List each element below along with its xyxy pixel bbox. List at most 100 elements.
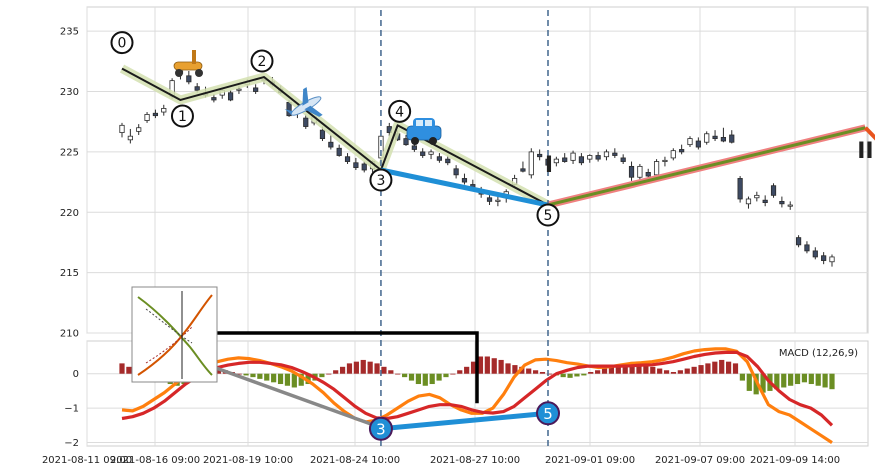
x-tick-label: 2021-09-07 09:00 <box>655 455 745 466</box>
wave-label-circle <box>388 99 412 123</box>
candle-body <box>353 162 359 168</box>
car-wheel <box>429 137 437 145</box>
candle-body <box>361 163 367 171</box>
y-tick-label: 210 <box>60 329 79 340</box>
x-tick-label: 2021-08-24 10:00 <box>310 455 400 466</box>
macd-histogram-bar <box>264 373 270 381</box>
macd-histogram-bar <box>698 365 704 374</box>
candle-body <box>194 86 200 91</box>
macd-marker-label: 3 <box>376 420 386 438</box>
candle-body <box>186 75 192 83</box>
candle-body <box>704 133 710 143</box>
candle-body <box>420 151 426 156</box>
thumbnail-curve <box>145 326 193 364</box>
macd-histogram-bar <box>215 370 222 374</box>
scooter-body <box>173 61 203 71</box>
macd-histogram-bar <box>636 363 642 374</box>
candle-body <box>253 87 259 92</box>
candle-body <box>520 168 526 172</box>
macd-histogram-bar <box>739 373 745 381</box>
macd-histogram-bar <box>443 373 449 378</box>
candle-body <box>136 127 142 132</box>
macd-histogram-bar <box>319 373 325 378</box>
macd-histogram-bar <box>119 363 125 374</box>
macd-histogram-bar <box>601 368 608 374</box>
macd-histogram-bar <box>719 359 725 374</box>
macd-histogram-bar <box>657 368 663 374</box>
candle-body <box>662 159 668 162</box>
macd-histogram-bar <box>567 373 573 378</box>
candle-body <box>486 197 493 202</box>
candle-body <box>720 136 727 142</box>
candle-body <box>779 200 785 205</box>
macd-histogram-bar <box>801 373 808 383</box>
macd-3-to-5-line <box>380 410 549 432</box>
macd-histogram-bar <box>760 373 766 393</box>
wave3-to-wave5-line <box>380 167 549 208</box>
macd-histogram-bar <box>388 370 394 374</box>
thumbnail-curve <box>137 294 213 376</box>
candle-body <box>578 156 585 164</box>
macd-histogram-bar <box>808 373 814 385</box>
candle-body <box>144 114 150 121</box>
candle-body <box>620 157 626 162</box>
candle-body <box>553 158 559 164</box>
roman-label: I <box>545 153 553 178</box>
wave-highlight <box>119 64 551 209</box>
macd-marker-circle <box>368 416 393 441</box>
candle-body <box>570 152 576 161</box>
candle-body <box>745 198 752 205</box>
candle-body <box>770 185 777 196</box>
macd-histogram-bar <box>126 366 132 374</box>
macd-histogram-bar <box>333 370 339 374</box>
macd-histogram-bar <box>284 373 291 386</box>
macd-y-tick-label: −1 <box>64 404 79 415</box>
macd-histogram-bar <box>422 373 428 386</box>
candle-body <box>812 250 818 258</box>
car-window <box>416 120 423 126</box>
macd-marker-circle <box>536 401 560 426</box>
macd-marker-label: 5 <box>543 405 553 423</box>
macd-histogram-bar <box>788 373 794 386</box>
wave-label: 0 <box>118 36 127 52</box>
macd-histogram-bar <box>381 366 387 374</box>
macd-histogram-bar <box>491 358 497 374</box>
macd-histogram-bar <box>298 373 304 386</box>
macd-histogram-bar <box>588 371 594 374</box>
candle-body <box>804 244 810 252</box>
wave-label: 1 <box>178 109 187 125</box>
candle-body <box>637 165 643 178</box>
macd-histogram-bar <box>346 363 353 374</box>
macd-histogram-bar <box>712 361 718 374</box>
macd-legend: MACD (12,26,9) <box>779 348 858 359</box>
candle-body <box>211 97 217 101</box>
candle-body <box>670 150 676 159</box>
y-tick-label: 230 <box>60 87 79 98</box>
macd-histogram-bar <box>615 366 621 374</box>
macd-histogram-bar <box>498 359 504 374</box>
macd-histogram-bar <box>457 370 463 374</box>
macd-histogram-bar <box>815 373 821 386</box>
macd-histogram-bar <box>774 373 780 390</box>
macd-histogram-bar <box>794 373 801 385</box>
y-tick-label: 235 <box>60 27 79 38</box>
candle-body <box>821 255 827 261</box>
candle-body <box>411 145 417 150</box>
candle-body <box>403 138 409 146</box>
macd-line <box>121 347 833 444</box>
macd-histogram-bar <box>271 373 277 383</box>
candle-body <box>754 194 760 199</box>
macd-histogram-bar <box>326 373 332 375</box>
wave-label-circle <box>250 49 274 73</box>
candle-body <box>679 149 685 153</box>
candle-body <box>328 141 334 148</box>
macd-histogram-bar <box>608 366 615 374</box>
macd-histogram-bar <box>526 368 532 374</box>
candle-body <box>461 178 468 183</box>
wave-label: 5 <box>544 208 553 224</box>
macd-histogram-bar <box>367 361 373 374</box>
macd-histogram-bar <box>663 370 670 374</box>
thumbnail-curve <box>137 296 213 376</box>
